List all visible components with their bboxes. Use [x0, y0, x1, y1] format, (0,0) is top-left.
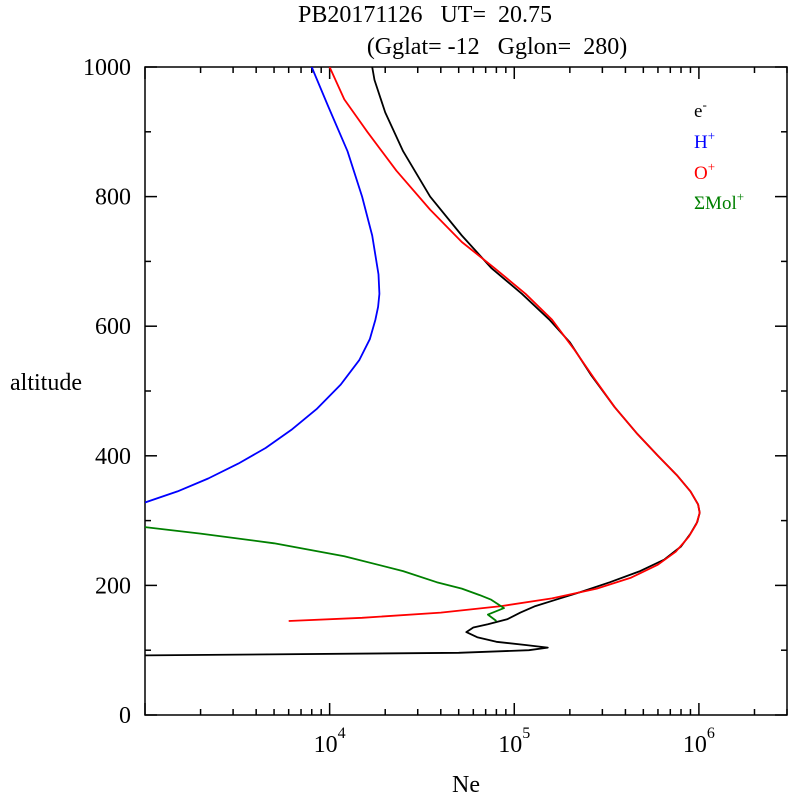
y-tick-label: 0 [119, 703, 131, 729]
series-line-1 [145, 67, 381, 504]
x-tick-label: 10 [314, 732, 338, 758]
chart-title: PB20171126 UT= 20.75 [298, 2, 552, 28]
x-tick-label-exponent: 5 [522, 725, 530, 742]
series-layer [145, 67, 701, 657]
y-tick-label: 600 [95, 314, 131, 340]
legend-entry-0: e- [694, 97, 707, 122]
y-tick-label: 800 [95, 185, 131, 211]
x-tick-label: 10 [498, 732, 522, 758]
y-tick-label: 400 [95, 444, 131, 470]
x-tick-label-exponent: 6 [707, 725, 715, 742]
series-line-3 [145, 526, 505, 622]
series-line-2 [288, 67, 701, 622]
x-tick-label: 10 [683, 732, 707, 758]
legend-entry-1: H+ [694, 128, 715, 153]
legend-entry-3: ΣMol+ [694, 189, 744, 214]
y-tick-label: 1000 [83, 55, 131, 81]
y-axis-label: altitude [10, 370, 82, 396]
y-tick-label: 200 [95, 573, 131, 599]
tick-marks [144, 66, 788, 716]
x-tick-label-exponent: 4 [338, 725, 346, 742]
legend-entry-2: O+ [694, 159, 715, 184]
series-line-0 [145, 67, 701, 657]
x-axis-label: Ne [452, 772, 480, 796]
chart-subtitle: (Gglat= -12 Gglon= 280) [367, 34, 627, 60]
plot-frame [144, 66, 788, 716]
legend: e- H+ O+ ΣMol+ [694, 97, 744, 214]
